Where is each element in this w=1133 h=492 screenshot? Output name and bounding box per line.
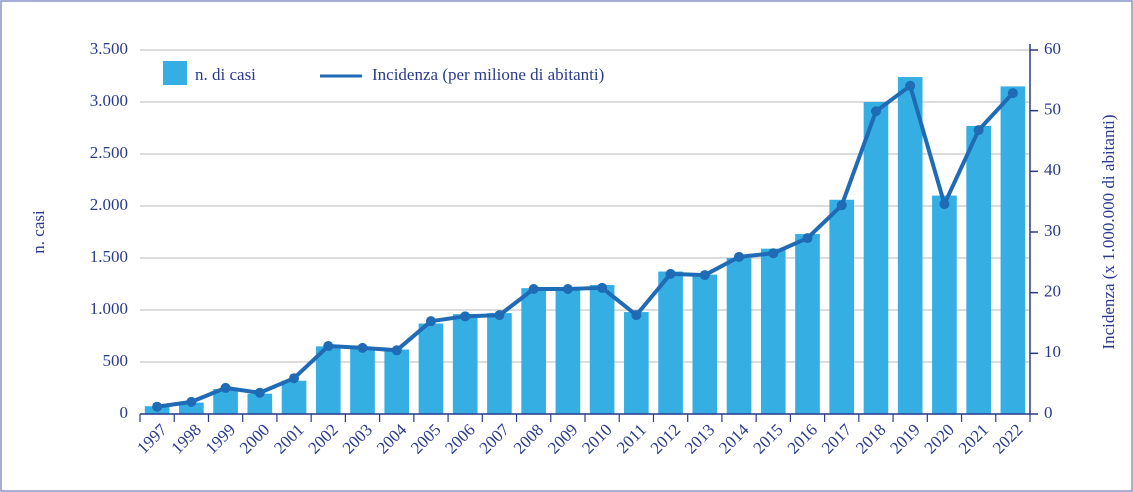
x-tick-label: 2000: [236, 420, 273, 457]
line-marker: [425, 316, 436, 327]
bar: [247, 393, 273, 414]
line-marker: [939, 199, 950, 210]
line-marker: [1007, 88, 1018, 99]
line-marker: [460, 311, 471, 322]
line-marker: [699, 270, 710, 281]
line-marker: [289, 373, 300, 384]
x-tick-label: 2011: [613, 420, 650, 457]
bar: [932, 195, 957, 414]
x-tick-label: 2017: [818, 420, 856, 458]
line-marker: [254, 387, 265, 398]
line-marker: [323, 341, 334, 352]
x-tick-label: 2013: [681, 420, 718, 457]
y-tick-label: 1.000: [90, 299, 128, 318]
bar: [658, 271, 683, 414]
bar: [315, 346, 341, 414]
x-tick-label: 2005: [407, 420, 444, 457]
bar: [829, 199, 855, 414]
bar: [1000, 86, 1026, 415]
y2-axis-label: Incidenza (x 1.000.000 di abitanti): [1099, 114, 1118, 349]
bar: [897, 77, 923, 414]
x-tick-label: 2006: [441, 420, 478, 457]
x-tick-label: 2001: [270, 420, 307, 457]
x-tick-label: 2021: [955, 420, 992, 457]
bar: [452, 314, 478, 414]
line-marker: [562, 284, 573, 295]
x-tick-label: 1998: [167, 420, 204, 457]
line-marker: [768, 248, 779, 259]
x-tick-label: 2003: [339, 420, 376, 457]
y-tick-label: 0: [120, 403, 129, 422]
x-tick-label: 2014: [715, 420, 753, 458]
line-marker: [220, 382, 231, 393]
line-marker: [905, 80, 916, 91]
x-tick-label: 2004: [373, 420, 411, 458]
bar: [589, 285, 615, 414]
bar: [795, 234, 820, 414]
x-tick-label: 2019: [886, 420, 923, 457]
y-axis-label: n. casi: [29, 210, 48, 254]
line-marker: [836, 200, 847, 211]
x-tick-label: 2022: [989, 420, 1026, 457]
x-tick-label: 2018: [852, 420, 889, 457]
legend-label: Incidenza (per milione di abitanti): [372, 65, 604, 84]
bar: [760, 248, 786, 414]
x-tick-label: 2008: [510, 420, 547, 457]
line-marker: [631, 310, 642, 321]
bar: [350, 347, 375, 414]
y2-tick-label: 20: [1044, 282, 1061, 301]
y2-tick-label: 30: [1044, 221, 1061, 240]
line-marker: [494, 310, 505, 321]
line-marker: [973, 125, 984, 136]
x-tick-label: 2010: [578, 420, 615, 457]
x-tick-label: 2009: [544, 420, 581, 457]
bar: [624, 312, 649, 414]
line-marker: [391, 345, 402, 356]
y-tick-label: 3.000: [90, 91, 128, 110]
legend-swatch: [163, 61, 187, 85]
bar: [521, 288, 546, 414]
bar: [418, 323, 444, 414]
bar: [692, 274, 718, 414]
line-marker: [528, 284, 539, 295]
x-tick-label: 2016: [784, 420, 821, 457]
bar: [179, 402, 204, 414]
x-tick-label: 2002: [304, 420, 341, 457]
line: [156, 83, 1015, 409]
y2-tick-label: 0: [1044, 403, 1053, 422]
x-tick-label: 2020: [921, 420, 958, 457]
y2-tick-label: 50: [1044, 100, 1061, 119]
x-tick-label: 1997: [133, 420, 171, 458]
bar: [555, 289, 581, 414]
y-tick-label: 3.500: [90, 39, 128, 58]
line-marker: [870, 106, 881, 117]
y-tick-label: 2.000: [90, 195, 128, 214]
bar: [487, 313, 512, 414]
x-tick-label: 1999: [202, 420, 239, 457]
legend-label: n. di casi: [195, 65, 256, 84]
x-tick-label: 2015: [749, 420, 786, 457]
line-marker: [665, 268, 676, 279]
bar: [281, 380, 307, 414]
bar: [863, 102, 889, 414]
bar: [384, 349, 410, 414]
line-marker: [802, 233, 813, 244]
y2-tick-label: 40: [1044, 160, 1061, 179]
y2-tick-label: 10: [1044, 342, 1061, 361]
y-tick-label: 1.500: [90, 247, 128, 266]
line-marker: [152, 401, 163, 412]
bar: [726, 258, 752, 414]
y2-tick-label: 60: [1044, 39, 1061, 58]
line-marker: [597, 282, 608, 293]
line-marker: [357, 342, 368, 353]
bar: [966, 125, 991, 415]
y-tick-label: 2.500: [90, 143, 128, 162]
x-tick-label: 2007: [476, 420, 514, 458]
y-tick-label: 500: [103, 351, 129, 370]
x-tick-label: 2012: [647, 420, 684, 457]
line-marker: [734, 251, 745, 262]
line-marker: [186, 396, 197, 407]
